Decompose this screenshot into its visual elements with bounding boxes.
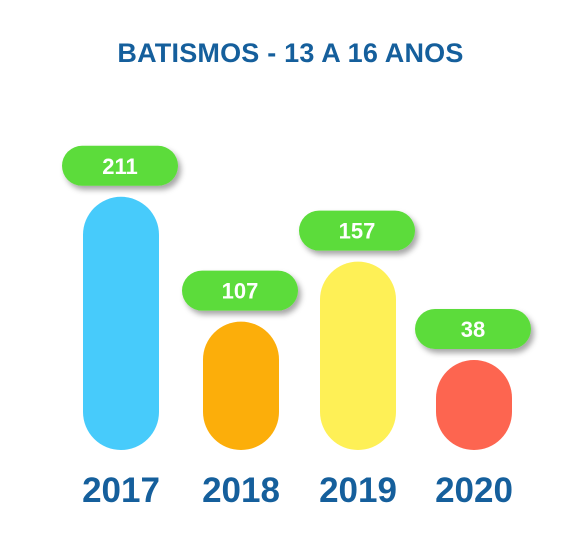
value-label-2017: 211 xyxy=(102,154,138,179)
bar-2019 xyxy=(320,261,396,450)
chart-title: BATISMOS - 13 A 16 ANOS xyxy=(117,38,464,68)
value-label-2020: 38 xyxy=(461,317,485,342)
value-badge-2018 xyxy=(182,270,298,311)
category-label-2020: 2020 xyxy=(435,471,513,510)
value-badge-2017 xyxy=(62,145,178,186)
bar-2020 xyxy=(436,360,512,450)
bar-2018 xyxy=(203,321,279,450)
value-badge-2019 xyxy=(299,210,415,251)
value-label-2019: 157 xyxy=(339,219,376,244)
value-label-2018: 107 xyxy=(222,279,259,304)
bar-2017 xyxy=(83,196,159,450)
category-label-2019: 2019 xyxy=(319,471,397,510)
category-label-2018: 2018 xyxy=(202,471,280,510)
category-label-2017: 2017 xyxy=(82,471,160,510)
value-badge-2020 xyxy=(415,309,531,349)
